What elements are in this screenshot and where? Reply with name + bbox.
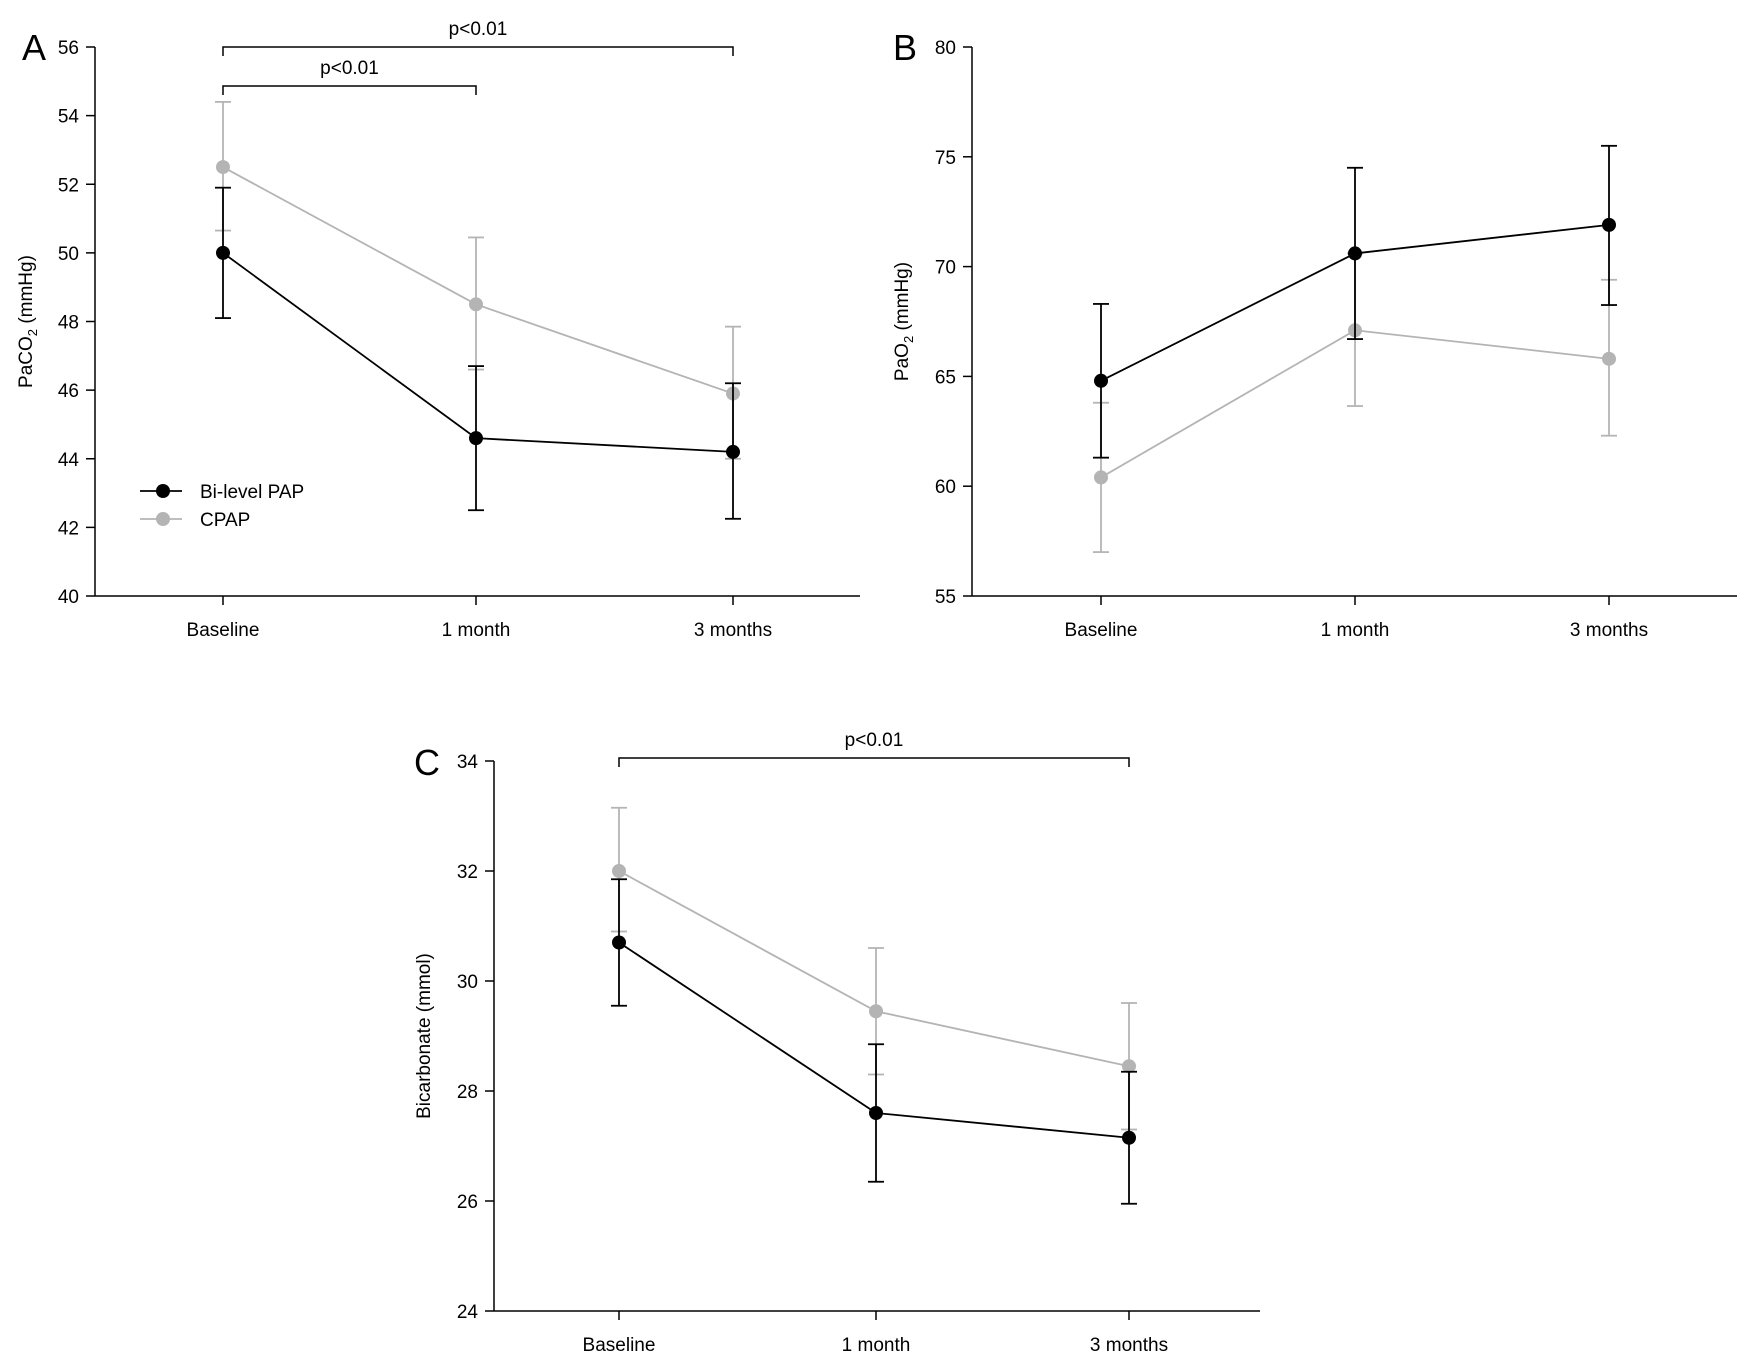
y-tick-label: 52 bbox=[58, 175, 79, 196]
y-tick-label: 40 bbox=[58, 587, 79, 608]
legend-label: CPAP bbox=[200, 510, 250, 531]
significance-label: p<0.01 bbox=[449, 19, 508, 40]
y-tick-label: 54 bbox=[58, 107, 80, 128]
data-point bbox=[869, 1004, 883, 1019]
series-bi-level-pap bbox=[611, 878, 1137, 1205]
panel-c: C 24 26 28 30 32 34 Baseline 1 month 3 months Bica… bbox=[414, 730, 1260, 1356]
y-tick-label: 65 bbox=[935, 367, 956, 388]
data-point bbox=[1094, 470, 1108, 485]
y-tick-label: 42 bbox=[58, 518, 79, 539]
y-tick-label: 34 bbox=[457, 752, 479, 773]
series-cpap bbox=[215, 101, 741, 460]
panel-label: B bbox=[893, 27, 917, 68]
y-tick-label: 60 bbox=[935, 477, 956, 498]
data-point bbox=[1602, 351, 1616, 366]
y-axis-label-subscript: 2 bbox=[25, 329, 40, 336]
data-point bbox=[469, 297, 483, 312]
panel-b: B 55 60 65 70 75 80 Baseline 1 month 3 months PaO2… bbox=[892, 27, 1737, 641]
x-tick-label: Baseline bbox=[1065, 620, 1138, 641]
data-point bbox=[1602, 217, 1616, 232]
x-tick-label: 1 month bbox=[1321, 620, 1390, 641]
data-point bbox=[1094, 373, 1108, 388]
panel-label: A bbox=[22, 27, 46, 68]
y-axis-label-main: PaCO bbox=[16, 336, 37, 388]
panel-a: A 40 42 44 46 48 50 52 54 56 Baseline 1 month 3 mont… bbox=[16, 19, 860, 641]
y-axis-label: PaCO2 (mmHg) bbox=[16, 255, 40, 388]
data-point bbox=[216, 245, 230, 260]
y-tick-label: 80 bbox=[935, 38, 956, 59]
y-tick-label: 70 bbox=[935, 258, 956, 279]
series-line bbox=[222, 252, 734, 453]
y-tick-label: 55 bbox=[935, 587, 956, 608]
y-axis-label-main: PaO bbox=[892, 343, 913, 381]
y-axis-label-unit: (mmHg) bbox=[16, 255, 37, 329]
y-tick-label: 48 bbox=[58, 313, 79, 334]
series-bi-level-pap bbox=[215, 186, 741, 520]
panel-label: C bbox=[414, 742, 440, 783]
data-point bbox=[1348, 246, 1362, 261]
significance-label: p<0.01 bbox=[845, 730, 904, 751]
y-axis-label-main: Bicarbonate (mmol) bbox=[414, 953, 435, 1119]
legend-label: Bi-level PAP bbox=[200, 482, 304, 503]
x-tick-label: Baseline bbox=[583, 1335, 656, 1356]
x-tick-label: 3 months bbox=[1090, 1335, 1168, 1356]
data-point bbox=[869, 1106, 883, 1120]
series-cpap bbox=[611, 806, 1137, 1131]
legend-marker bbox=[156, 484, 170, 498]
significance-bracket bbox=[618, 757, 1130, 767]
y-tick-label: 32 bbox=[457, 862, 478, 883]
x-tick-label: 1 month bbox=[842, 1335, 911, 1356]
series-bi-level-pap bbox=[1093, 144, 1617, 459]
y-tick-label: 56 bbox=[58, 38, 79, 59]
data-point bbox=[1122, 1059, 1136, 1074]
y-tick-label: 50 bbox=[58, 244, 79, 265]
data-point bbox=[612, 864, 626, 878]
y-axis-label-unit: (mmHg) bbox=[892, 262, 913, 336]
x-tick-label: 3 months bbox=[694, 620, 772, 641]
x-tick-label: 3 months bbox=[1570, 620, 1648, 641]
y-tick-label: 26 bbox=[457, 1192, 478, 1213]
data-point bbox=[216, 160, 230, 175]
data-point bbox=[612, 935, 626, 950]
y-tick-label: 28 bbox=[457, 1082, 478, 1103]
y-tick-label: 75 bbox=[935, 148, 956, 169]
significance-bracket bbox=[222, 85, 477, 95]
significance-bracket bbox=[222, 46, 734, 56]
y-axis-label-subscript: 2 bbox=[901, 336, 916, 343]
legend-marker bbox=[156, 512, 170, 526]
y-axis-label: Bicarbonate (mmol) bbox=[414, 953, 435, 1119]
data-point bbox=[726, 444, 740, 459]
series-line bbox=[618, 870, 1130, 1068]
x-tick-label: 1 month bbox=[442, 620, 511, 641]
series-line bbox=[222, 166, 734, 395]
y-axis-label: PaO2 (mmHg) bbox=[892, 262, 916, 381]
significance-label: p<0.01 bbox=[320, 58, 379, 79]
data-point bbox=[469, 431, 483, 446]
y-tick-label: 46 bbox=[58, 381, 79, 402]
y-tick-label: 30 bbox=[457, 972, 478, 993]
data-point bbox=[1122, 1130, 1136, 1145]
x-tick-label: Baseline bbox=[187, 620, 260, 641]
y-tick-label: 44 bbox=[58, 450, 80, 471]
y-tick-label: 24 bbox=[457, 1302, 479, 1323]
